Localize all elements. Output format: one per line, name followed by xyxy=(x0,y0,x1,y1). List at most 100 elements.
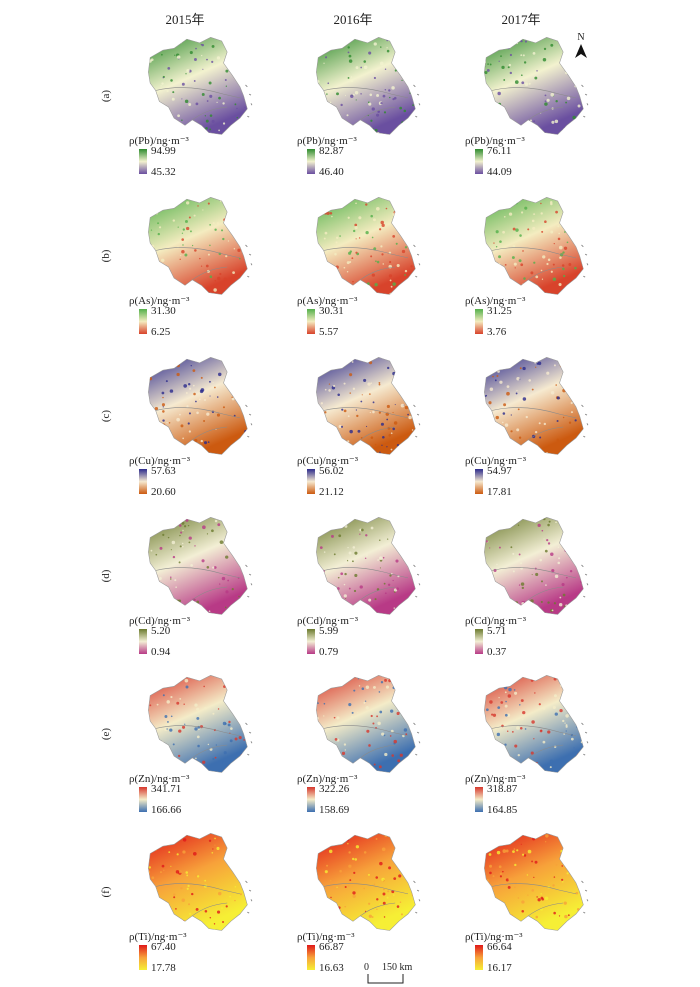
legend-max-value: 57.63 xyxy=(151,465,176,477)
legend-title: ρ(As)/ng·m⁻³ xyxy=(297,295,358,307)
legend-max-value: 31.25 xyxy=(487,305,512,317)
coastline-islands xyxy=(245,880,253,914)
province-boundary xyxy=(155,407,241,441)
region-shape xyxy=(316,675,416,773)
region-map xyxy=(148,37,253,135)
coastline-islands xyxy=(581,722,589,756)
legend-min-value: 166.66 xyxy=(151,804,182,816)
color-legend: ρ(Zn)/ng·m⁻³ 341.71 166.66 xyxy=(129,772,259,818)
legend-max-value: 341.71 xyxy=(151,783,182,795)
legend-max-value: 67.40 xyxy=(151,941,176,953)
coastline-islands xyxy=(581,404,589,438)
legend-title: ρ(Pb)/ng·m⁻³ xyxy=(297,135,357,147)
legend-title: ρ(Zn)/ng·m⁻³ xyxy=(129,773,190,785)
legend-colorbar xyxy=(139,945,147,970)
scale-bar-line xyxy=(367,974,404,984)
color-legend: ρ(Pb)/ng·m⁻³ 82.87 46.40 xyxy=(297,134,427,180)
region-shape xyxy=(316,197,416,295)
province-boundary xyxy=(155,247,241,281)
legend-max-value: 66.64 xyxy=(487,941,512,953)
legend-colorbar xyxy=(307,629,315,654)
color-legend: ρ(Cd)/ng·m⁻³ 5.99 0.79 xyxy=(297,614,427,660)
region-shape xyxy=(484,675,584,773)
coastline-islands xyxy=(581,564,589,598)
legend-min-value: 16.17 xyxy=(487,962,512,974)
province-boundary xyxy=(491,247,577,281)
scale-zero-label: 0 xyxy=(364,962,369,973)
province-boundary xyxy=(155,883,241,917)
coastline-islands xyxy=(245,244,253,278)
province-boundary xyxy=(155,567,241,601)
region-map xyxy=(316,197,421,295)
region-shape xyxy=(148,357,248,455)
coastline-islands xyxy=(413,244,421,278)
map-panel-zn-2017: ρ(Zn)/ng·m⁻³ 318.87 164.85 xyxy=(462,668,602,816)
legend-colorbar xyxy=(139,309,147,334)
region-map xyxy=(484,517,589,615)
map-panel-as-2017: ρ(As)/ng·m⁻³ 31.25 3.76 xyxy=(462,190,602,338)
region-shape xyxy=(484,833,584,931)
legend-colorbar xyxy=(475,469,483,494)
region-shape xyxy=(148,197,248,295)
legend-title: ρ(Pb)/ng·m⁻³ xyxy=(465,135,525,147)
color-legend: ρ(Cu)/ng·m⁻³ 57.63 20.60 xyxy=(129,454,259,500)
map-panel-as-2016: ρ(As)/ng·m⁻³ 30.31 5.57 xyxy=(294,190,434,338)
color-legend: ρ(As)/ng·m⁻³ 30.31 5.57 xyxy=(297,294,427,340)
legend-title: ρ(Zn)/ng·m⁻³ xyxy=(465,773,526,785)
legend-min-value: 21.12 xyxy=(319,486,344,498)
coastline-islands xyxy=(581,244,589,278)
region-map xyxy=(316,517,421,615)
legend-min-value: 164.85 xyxy=(487,804,518,816)
province-boundary xyxy=(491,87,577,121)
legend-title: ρ(Pb)/ng·m⁻³ xyxy=(129,135,189,147)
color-legend: ρ(Cu)/ng·m⁻³ 56.02 21.12 xyxy=(297,454,427,500)
row-label-as: (b) xyxy=(100,249,112,263)
legend-max-value: 94.99 xyxy=(151,145,176,157)
legend-colorbar xyxy=(475,309,483,334)
legend-min-value: 158.69 xyxy=(319,804,350,816)
legend-title: ρ(As)/ng·m⁻³ xyxy=(465,295,526,307)
color-legend: ρ(As)/ng·m⁻³ 31.25 3.76 xyxy=(465,294,595,340)
coastline-islands xyxy=(245,722,253,756)
year-header-2017: 2017年 xyxy=(501,12,541,27)
province-boundary xyxy=(155,87,241,121)
legend-title: ρ(Ti)/ng·m⁻³ xyxy=(129,931,187,943)
row-label-ti: (f) xyxy=(100,886,112,898)
legend-max-value: 5.20 xyxy=(151,625,171,637)
region-shape xyxy=(316,357,416,455)
row-label-pb: (a) xyxy=(100,89,112,103)
legend-colorbar xyxy=(139,469,147,494)
color-legend: ρ(Zn)/ng·m⁻³ 322.26 158.69 xyxy=(297,772,427,818)
legend-min-value: 20.60 xyxy=(151,486,176,498)
color-legend: ρ(Cu)/ng·m⁻³ 54.97 17.81 xyxy=(465,454,595,500)
legend-colorbar xyxy=(475,945,483,970)
legend-max-value: 5.71 xyxy=(487,625,507,637)
province-boundary xyxy=(323,407,409,441)
color-legend: ρ(Ti)/ng·m⁻³ 66.64 16.17 xyxy=(465,930,595,976)
region-map xyxy=(148,833,253,931)
coastline-islands xyxy=(581,84,589,118)
region-shape xyxy=(148,37,248,135)
legend-colorbar xyxy=(139,787,147,812)
coastline-islands xyxy=(245,404,253,438)
legend-min-value: 46.40 xyxy=(319,166,344,178)
legend-title: ρ(Cd)/ng·m⁻³ xyxy=(129,615,191,627)
region-map xyxy=(484,675,589,773)
color-legend: ρ(Cd)/ng·m⁻³ 5.71 0.37 xyxy=(465,614,595,660)
row-label-zn: (e) xyxy=(100,727,112,741)
color-legend: ρ(Ti)/ng·m⁻³ 66.87 16.63 xyxy=(297,930,427,976)
province-boundary xyxy=(323,247,409,281)
region-map xyxy=(316,357,421,455)
region-shape xyxy=(484,357,584,455)
legend-colorbar xyxy=(307,309,315,334)
legend-title: ρ(Ti)/ng·m⁻³ xyxy=(297,931,355,943)
legend-max-value: 82.87 xyxy=(319,145,344,157)
coastline-islands xyxy=(581,880,589,914)
region-shape xyxy=(148,833,248,931)
legend-title: ρ(Cd)/ng·m⁻³ xyxy=(297,615,359,627)
legend-max-value: 31.30 xyxy=(151,305,176,317)
legend-title: ρ(Ti)/ng·m⁻³ xyxy=(465,931,523,943)
legend-max-value: 322.26 xyxy=(319,783,350,795)
legend-colorbar xyxy=(475,149,483,174)
legend-max-value: 5.99 xyxy=(319,625,339,637)
